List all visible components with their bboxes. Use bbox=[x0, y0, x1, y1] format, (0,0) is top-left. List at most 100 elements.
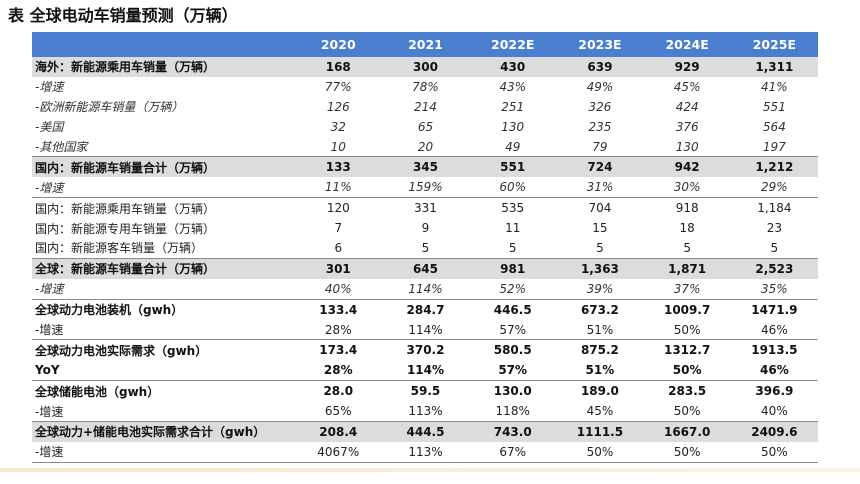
value-cell: 37% bbox=[673, 281, 701, 296]
value-cell: 114% bbox=[408, 281, 443, 296]
value-cell: 118% bbox=[495, 404, 530, 419]
value-cell: 29% bbox=[761, 180, 788, 195]
table-row: YoY 28% 114% 57% 51% 50% 46% bbox=[32, 360, 818, 380]
value-cell: 46% bbox=[760, 363, 789, 378]
value-cell: 159% bbox=[408, 180, 443, 195]
value-cell: 396.9 bbox=[730, 380, 818, 402]
table-row: 全球动力+储能电池实际需求合计（gwh） 208.4 444.5 743.0 1111.… bbox=[32, 421, 818, 442]
value-cell: 51% bbox=[585, 363, 615, 378]
value-cell: 45% bbox=[673, 79, 701, 94]
value-cell: 32 bbox=[330, 119, 346, 134]
value-cell: 580.5 bbox=[469, 339, 557, 361]
value-cell: 370.2 bbox=[381, 339, 470, 361]
value-cell: 168 bbox=[325, 59, 351, 74]
value-cell: 1009.7 bbox=[643, 298, 731, 320]
row-label: -增速 bbox=[35, 180, 64, 195]
value-cell: 28% bbox=[324, 322, 352, 337]
value-cell: 284.7 bbox=[381, 298, 470, 320]
value-cell: 724 bbox=[556, 156, 644, 178]
value-cell: 114% bbox=[408, 322, 443, 337]
value-cell: 65 bbox=[417, 119, 434, 134]
table-row: 全球：新能源车销量合计（万辆） 301 645 981 1,363 1,871 2,523 bbox=[32, 257, 818, 279]
row-label: 全球动力电池装机（gwh） bbox=[32, 298, 295, 320]
value-cell: 23 bbox=[766, 221, 783, 236]
value-cell: 49 bbox=[505, 139, 521, 154]
value-cell: 446.5 bbox=[469, 298, 557, 320]
row-label: 全球动力+储能电池实际需求合计（gwh） bbox=[32, 421, 295, 442]
value-cell: 67% bbox=[469, 441, 557, 463]
table-row: -增速 77% 78% 43% 49% 45% 41% bbox=[32, 77, 818, 97]
row-label: 海外：新能源乘用车销量（万辆） bbox=[35, 60, 216, 75]
value-cell: 39% bbox=[586, 281, 614, 296]
value-cell: 50% bbox=[672, 363, 702, 378]
value-cell: 639 bbox=[587, 59, 613, 74]
row-label: 全球动力电池实际需求（gwh） bbox=[32, 339, 295, 361]
value-cell: 1,311 bbox=[755, 59, 794, 74]
table-row: 全球动力电池装机（gwh） 133.4 284.7 446.5 673.2 1009.7 1… bbox=[32, 298, 818, 320]
value-cell: 50% bbox=[673, 404, 701, 419]
value-cell: 130 bbox=[501, 119, 525, 134]
row-label: -增速 bbox=[35, 80, 64, 95]
value-cell: 120 bbox=[294, 197, 382, 219]
table-body: 海外：新能源乘用车销量（万辆） 168 300 430 639 929 1,311 -增速 77… bbox=[32, 57, 818, 463]
table-row: 全球储能电池（gwh） 28.0 59.5 130.0 189.0 283.5 396.9 bbox=[32, 380, 818, 402]
row-label: -增速 bbox=[35, 282, 64, 297]
value-cell: 50% bbox=[643, 441, 731, 463]
row-label: -欧洲新能源车销量（万辆） bbox=[35, 100, 184, 115]
value-cell: 301 bbox=[294, 257, 382, 279]
value-cell: 59.5 bbox=[381, 380, 470, 402]
value-cell: 40% bbox=[324, 281, 352, 296]
header-cell-2021: 2021 bbox=[408, 37, 443, 52]
value-cell: 28.0 bbox=[294, 380, 382, 402]
table-row: -增速 28% 114% 57% 51% 50% 46% bbox=[32, 320, 818, 340]
header-cell-2023e: 2023E bbox=[578, 37, 622, 52]
value-cell: 9 bbox=[421, 221, 430, 236]
row-label: 国内：新能源车销量合计（万辆） bbox=[32, 156, 295, 178]
table-row: 海外：新能源乘用车销量（万辆） 168 300 430 639 929 1,311 bbox=[32, 57, 818, 77]
value-cell: 551 bbox=[762, 99, 786, 114]
table-row: -增速 11% 159% 60% 31% 30% 29% bbox=[32, 177, 818, 197]
value-cell: 35% bbox=[761, 281, 788, 296]
value-cell: 5 bbox=[421, 240, 430, 255]
table-row: 国内：新能源车销量合计（万辆） 133 345 551 724 942 1,212 bbox=[32, 156, 818, 178]
row-label: -增速 bbox=[35, 404, 64, 419]
value-cell: 11 bbox=[505, 221, 521, 236]
value-cell: 45% bbox=[586, 404, 614, 419]
row-label: YoY bbox=[35, 363, 60, 378]
value-cell: 208.4 bbox=[294, 421, 382, 442]
table-row: -其他国家 10 20 49 79 130 197 bbox=[32, 137, 818, 157]
header-cell-2020: 2020 bbox=[320, 37, 356, 52]
value-cell: 1913.5 bbox=[730, 339, 818, 361]
row-label: 国内：新能源客车销量（万辆） bbox=[35, 241, 204, 256]
value-cell: 2,523 bbox=[730, 257, 818, 279]
value-cell: 11% bbox=[324, 180, 352, 195]
value-cell: 345 bbox=[381, 156, 470, 178]
value-cell: 189.0 bbox=[556, 380, 644, 402]
value-cell: 4067% bbox=[294, 441, 382, 463]
value-cell: 40% bbox=[761, 404, 788, 419]
value-cell: 1312.7 bbox=[643, 339, 731, 361]
value-cell: 130 bbox=[675, 139, 699, 154]
value-cell: 114% bbox=[406, 363, 445, 378]
value-cell: 41% bbox=[761, 79, 788, 94]
value-cell: 20 bbox=[417, 139, 434, 154]
value-cell: 1,871 bbox=[643, 257, 731, 279]
value-cell: 1,363 bbox=[556, 257, 644, 279]
value-cell: 18 bbox=[679, 221, 695, 236]
value-cell: 57% bbox=[499, 322, 527, 337]
page-title: 表 全球电动车销量预测（万辆） bbox=[8, 6, 238, 25]
value-cell: 15 bbox=[592, 221, 608, 236]
value-cell: 28% bbox=[323, 363, 353, 378]
value-cell: 444.5 bbox=[381, 421, 470, 442]
value-cell: 235 bbox=[588, 119, 612, 134]
value-cell: 918 bbox=[643, 197, 731, 219]
table-row: -增速 65% 113% 118% 45% 50% 40% bbox=[32, 401, 818, 421]
value-cell: 7 bbox=[334, 221, 343, 236]
value-cell: 78% bbox=[412, 79, 439, 94]
value-cell: 326 bbox=[588, 99, 612, 114]
value-cell: 875.2 bbox=[556, 339, 644, 361]
value-cell: 10 bbox=[330, 139, 346, 154]
value-cell: 50% bbox=[556, 441, 644, 463]
table-row: 全球动力电池实际需求（gwh） 173.4 370.2 580.5 875.2 1312.… bbox=[32, 339, 818, 361]
forecast-table: 2020 2021 2022E 2023E 2024E 2025E 海外：新能源… bbox=[32, 32, 818, 463]
